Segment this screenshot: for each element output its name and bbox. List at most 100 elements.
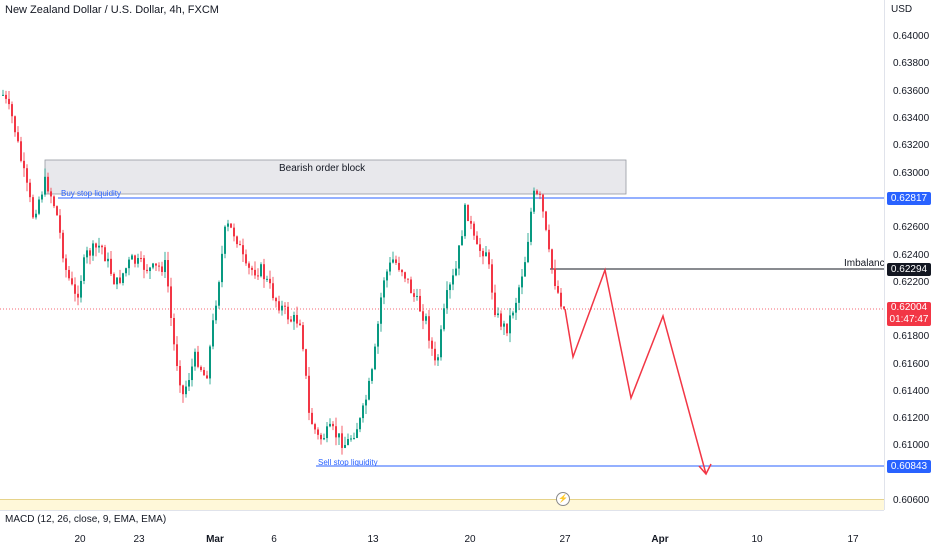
candle-body <box>368 380 370 400</box>
candle-body <box>473 223 475 236</box>
candle-body <box>173 317 175 345</box>
time-label: 20 <box>74 534 86 545</box>
candle-body <box>524 262 526 277</box>
candle-body <box>533 190 535 212</box>
candle-body <box>446 290 448 309</box>
time-label: 27 <box>559 534 571 545</box>
candle-body <box>410 279 412 294</box>
candle-body <box>233 227 235 237</box>
candle-body <box>434 348 436 361</box>
price-label: 0.63600 <box>893 86 930 97</box>
candle-body <box>122 273 124 283</box>
candle-body <box>119 277 121 283</box>
candle-body <box>512 312 514 316</box>
price-label: 0.64000 <box>893 31 930 42</box>
candle-body <box>485 252 487 257</box>
candle-body <box>98 245 100 248</box>
candle-body <box>62 232 64 259</box>
candle-body <box>68 269 70 279</box>
candle-body <box>101 245 103 248</box>
candle-body <box>392 259 394 263</box>
candle-body <box>356 429 358 438</box>
candle-body <box>527 241 529 263</box>
candle-body <box>278 301 280 311</box>
candle-body <box>371 369 373 381</box>
candle-body <box>440 329 442 358</box>
candle-body <box>11 104 13 117</box>
macd-pane[interactable]: MACD (12, 26, close, 9, EMA, EMA) <box>0 510 884 531</box>
candle-body <box>545 211 547 230</box>
candle-body <box>467 204 469 221</box>
time-label: 13 <box>367 534 379 545</box>
candle-body <box>200 366 202 370</box>
sell-stop-label: Sell stop liquidity <box>318 458 378 467</box>
candle-body <box>338 433 340 438</box>
time-label: Mar <box>206 534 224 545</box>
candle-body <box>2 94 4 96</box>
candle-body <box>71 278 73 285</box>
candle-body <box>506 323 508 334</box>
candle-body <box>128 259 130 269</box>
candle-body <box>419 295 421 312</box>
price-axis[interactable]: 0.64000 0.63800 0.63600 0.63400 0.63200 … <box>884 0 932 510</box>
candle-body <box>332 423 334 427</box>
time-label: 20 <box>464 534 476 545</box>
candle-body <box>293 314 295 322</box>
candle-body <box>164 260 166 273</box>
price-label: 0.61000 <box>893 440 930 451</box>
candle-body <box>530 211 532 242</box>
candle-body <box>149 267 151 272</box>
candle-body <box>302 325 304 350</box>
time-axis[interactable]: 20 23 Mar 6 9 13 20 27 Apr 10 17 <box>0 530 884 550</box>
price-label: 0.61400 <box>893 386 930 397</box>
candle-body <box>155 263 157 266</box>
candle-body <box>464 204 466 237</box>
candle-body <box>74 284 76 294</box>
candle-body <box>374 346 376 370</box>
candle-body <box>401 269 403 273</box>
candle-body <box>134 255 136 264</box>
candle-body <box>89 250 91 256</box>
candle-body <box>548 229 550 250</box>
price-chart[interactable] <box>0 0 884 510</box>
candle-body <box>116 277 118 285</box>
candle-body <box>359 418 361 430</box>
candle-body <box>395 259 397 263</box>
order-block-label: Bearish order block <box>279 163 366 174</box>
candle-body <box>329 423 331 427</box>
candle-body <box>353 437 355 439</box>
price-label: 0.62600 <box>893 222 930 233</box>
candle-body <box>449 284 451 291</box>
projection-path[interactable] <box>564 267 707 475</box>
candle-body <box>29 182 31 198</box>
candle-body <box>257 275 259 277</box>
order-block-rect[interactable] <box>44 159 627 195</box>
candle-body <box>500 313 502 327</box>
chart-area[interactable]: New Zealand Dollar / U.S. Dollar, 4h, FX… <box>0 0 890 511</box>
candle-body <box>194 351 196 367</box>
candle-body <box>317 429 319 435</box>
buy-stop-label: Buy stop liquidity <box>61 189 122 198</box>
candle-body <box>161 266 163 273</box>
candle-body <box>77 293 79 298</box>
candle-body <box>509 315 511 334</box>
candle-body <box>197 351 199 367</box>
candle-body <box>551 249 553 269</box>
price-label: 0.63000 <box>893 168 930 179</box>
price-label: 0.62400 <box>893 250 930 261</box>
candle-body <box>26 168 28 183</box>
candle-body <box>326 426 328 439</box>
lightning-icon[interactable]: ⚡ <box>556 492 570 506</box>
price-label: 0.63800 <box>893 58 930 69</box>
price-label: 0.61600 <box>893 359 930 370</box>
candle-body <box>179 366 181 386</box>
candle-body <box>146 269 148 272</box>
candle-body <box>35 213 37 218</box>
candle-body <box>308 375 310 413</box>
candle-body <box>107 258 109 262</box>
candle-body <box>413 293 415 297</box>
candle-body <box>377 323 379 347</box>
candle-body <box>431 340 433 349</box>
candle-body <box>17 132 19 142</box>
candle-body <box>452 275 454 285</box>
